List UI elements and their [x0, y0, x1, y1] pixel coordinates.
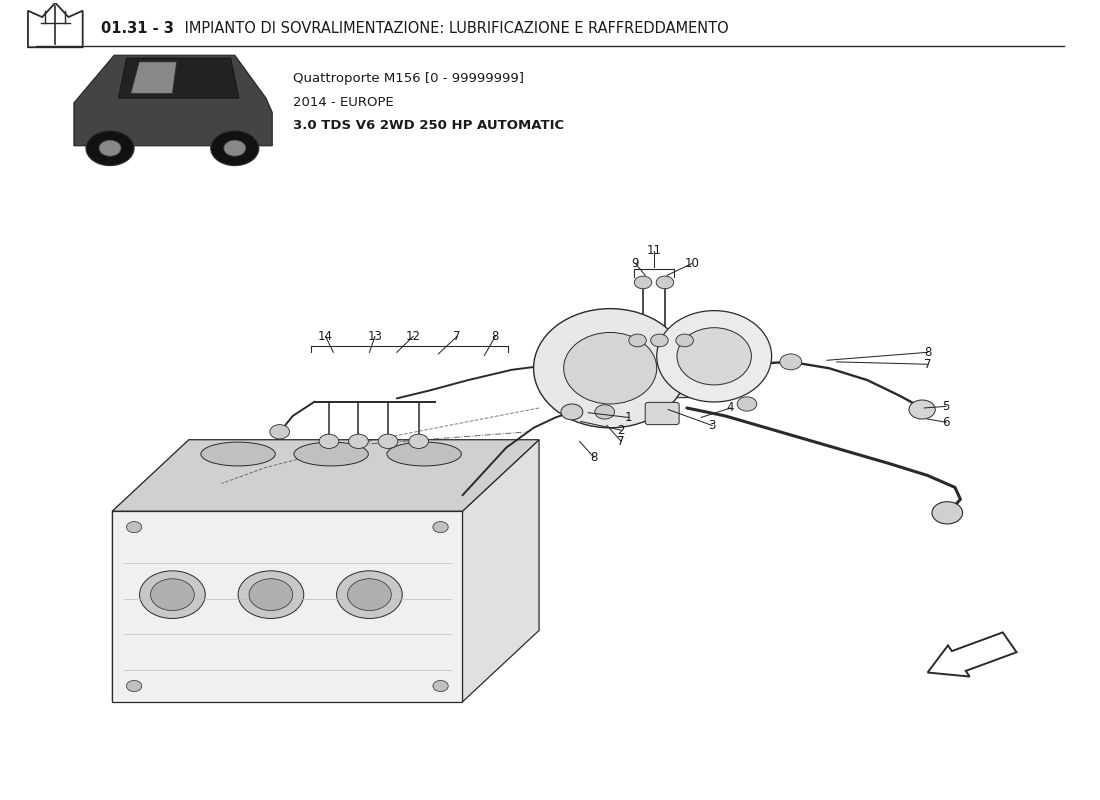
Ellipse shape	[294, 442, 368, 466]
Circle shape	[270, 425, 289, 439]
Text: 8: 8	[590, 450, 597, 464]
Circle shape	[909, 400, 935, 419]
Text: 10: 10	[685, 257, 700, 270]
Text: 9: 9	[631, 257, 639, 270]
Text: Quattroporte M156 [0 - 99999999]: Quattroporte M156 [0 - 99999999]	[293, 72, 524, 85]
Circle shape	[737, 397, 757, 411]
Text: 4: 4	[727, 402, 735, 414]
Ellipse shape	[657, 310, 771, 402]
Text: 13: 13	[367, 330, 383, 343]
Circle shape	[99, 140, 121, 156]
Circle shape	[561, 404, 583, 420]
Circle shape	[319, 434, 339, 449]
Circle shape	[224, 140, 245, 156]
Polygon shape	[119, 58, 239, 98]
Circle shape	[657, 276, 673, 289]
Polygon shape	[462, 440, 539, 702]
Text: 5: 5	[943, 400, 950, 413]
Circle shape	[211, 130, 258, 166]
Circle shape	[409, 434, 429, 449]
Circle shape	[86, 130, 134, 166]
Text: 7: 7	[453, 330, 461, 343]
Circle shape	[378, 434, 398, 449]
Circle shape	[651, 334, 668, 346]
Circle shape	[635, 276, 652, 289]
Text: 7: 7	[617, 435, 625, 448]
Circle shape	[629, 334, 647, 346]
Circle shape	[932, 502, 962, 524]
Text: 3.0 TDS V6 2WD 250 HP AUTOMATIC: 3.0 TDS V6 2WD 250 HP AUTOMATIC	[293, 119, 564, 133]
Circle shape	[126, 522, 142, 533]
Ellipse shape	[387, 442, 461, 466]
Circle shape	[126, 681, 142, 691]
Ellipse shape	[676, 328, 751, 385]
Ellipse shape	[534, 309, 686, 428]
Text: 2014 - EUROPE: 2014 - EUROPE	[293, 95, 394, 109]
Circle shape	[595, 405, 615, 419]
Ellipse shape	[563, 333, 657, 404]
Circle shape	[433, 522, 448, 533]
Ellipse shape	[201, 442, 275, 466]
Text: 01.31 - 3: 01.31 - 3	[101, 21, 174, 36]
Text: 1: 1	[625, 411, 632, 424]
Circle shape	[349, 434, 368, 449]
FancyArrow shape	[927, 632, 1016, 677]
Text: 2: 2	[617, 424, 625, 437]
FancyBboxPatch shape	[646, 402, 679, 425]
Text: 8: 8	[492, 330, 499, 343]
Circle shape	[780, 354, 802, 370]
Polygon shape	[112, 511, 462, 702]
Text: 6: 6	[943, 416, 950, 429]
Polygon shape	[74, 55, 272, 146]
Text: 14: 14	[318, 330, 333, 343]
Ellipse shape	[337, 571, 403, 618]
Polygon shape	[131, 62, 177, 94]
Text: 7: 7	[924, 358, 932, 370]
Circle shape	[675, 334, 693, 346]
Text: 8: 8	[924, 346, 932, 359]
Text: 3: 3	[708, 419, 716, 432]
Text: 12: 12	[406, 330, 420, 343]
Polygon shape	[112, 440, 539, 511]
Ellipse shape	[348, 578, 392, 610]
Text: 11: 11	[647, 244, 661, 257]
Polygon shape	[112, 440, 189, 702]
Ellipse shape	[151, 578, 195, 610]
Ellipse shape	[140, 571, 206, 618]
Circle shape	[433, 681, 448, 691]
Text: IMPIANTO DI SOVRALIMENTAZIONE: LUBRIFICAZIONE E RAFFREDDAMENTO: IMPIANTO DI SOVRALIMENTAZIONE: LUBRIFICA…	[180, 21, 729, 36]
Ellipse shape	[249, 578, 293, 610]
Ellipse shape	[238, 571, 304, 618]
FancyBboxPatch shape	[607, 346, 722, 398]
